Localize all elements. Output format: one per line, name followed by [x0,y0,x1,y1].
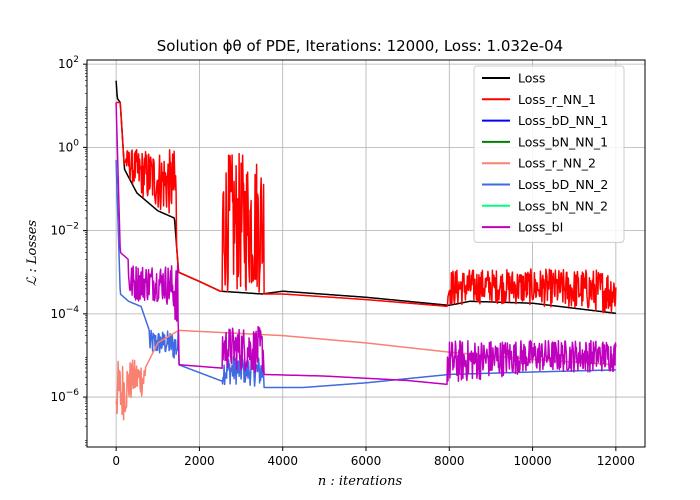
x-axis-label: n : iterations [318,474,403,489]
legend-label: Loss_r_NN_1 [518,92,596,107]
y-tick-label: 10−2 [50,222,79,238]
y-tick-label: 100 [58,138,79,154]
y-tick-label: 102 [58,55,79,71]
y-tick-label: 10−4 [50,305,79,321]
series-line-loss-bd-nn-2 [115,159,617,389]
legend-label: Loss_bD_NN_2 [518,177,608,192]
x-tick-label: 6000 [351,454,382,468]
legend-label: Loss_bN_NN_2 [518,198,608,213]
y-axis-ticks: 102 100 10−2 10−4 10−6 [50,55,87,446]
x-tick-label: 2000 [184,454,215,468]
x-tick-label: 12000 [597,454,635,468]
chart-title: Solution ϕθ of PDE, Iterations: 12000, L… [157,37,563,55]
legend-label: Loss [518,71,545,86]
plot-area [115,80,617,421]
x-axis-ticks: 0 2000 4000 6000 8000 10000 12000 [112,447,635,468]
series-line-loss-bi [115,102,617,386]
x-tick-label: 0 [112,454,120,468]
legend-box [473,65,625,243]
y-axis-label: ℒ : Losses [25,220,40,287]
legend-label: Loss_bN_NN_1 [518,134,608,149]
y-tick-label: 10−6 [50,388,79,404]
x-tick-label: 10000 [513,454,551,468]
legend-label: Loss_bD_NN_1 [518,113,608,128]
legend-label: Loss_bI [518,220,563,235]
x-tick-label: 8000 [434,454,465,468]
legend: Loss Loss_r_NN_1 Loss_bD_NN_1 Loss_bN_NN_1 L… [473,65,625,243]
x-tick-label: 4000 [267,454,298,468]
series-line-loss-r-nn-1 [115,101,617,314]
legend-label: Loss_r_NN_2 [518,156,596,171]
